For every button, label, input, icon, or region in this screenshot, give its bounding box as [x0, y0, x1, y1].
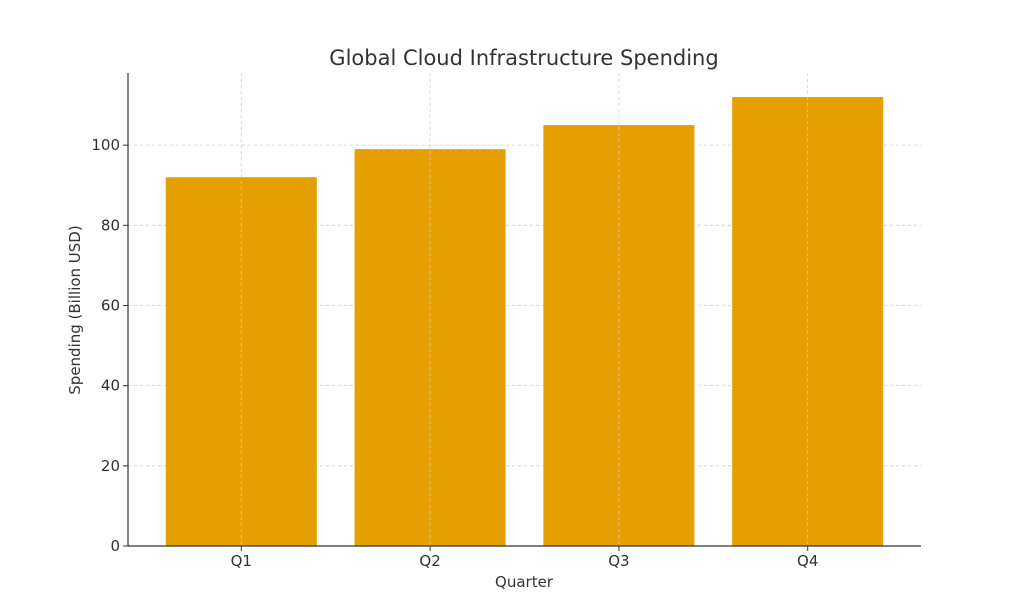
- y-tick-label: 0: [110, 537, 120, 555]
- y-axis-label: Spending (Billion USD): [66, 225, 84, 394]
- y-tick-label: 60: [101, 296, 120, 314]
- y-tick-label: 100: [91, 136, 120, 154]
- chart-title: Global Cloud Infrastructure Spending: [329, 46, 718, 70]
- y-tick-label: 80: [101, 216, 120, 234]
- x-tick-label: Q4: [797, 552, 818, 570]
- x-tick-label: Q2: [419, 552, 440, 570]
- y-tick-label: 20: [101, 457, 120, 475]
- y-tick-label: 40: [101, 377, 120, 395]
- y-ticks: 0 20 40 60 80 100: [91, 136, 128, 555]
- bar-q2: [354, 149, 506, 546]
- x-tick-label: Q1: [231, 552, 252, 570]
- x-axis-label: Quarter: [495, 573, 554, 591]
- bars: [165, 97, 884, 547]
- x-ticks: Q1 Q2 Q3 Q4: [231, 546, 818, 570]
- x-grid-lines: [240, 73, 809, 546]
- x-tick-label: Q3: [608, 552, 629, 570]
